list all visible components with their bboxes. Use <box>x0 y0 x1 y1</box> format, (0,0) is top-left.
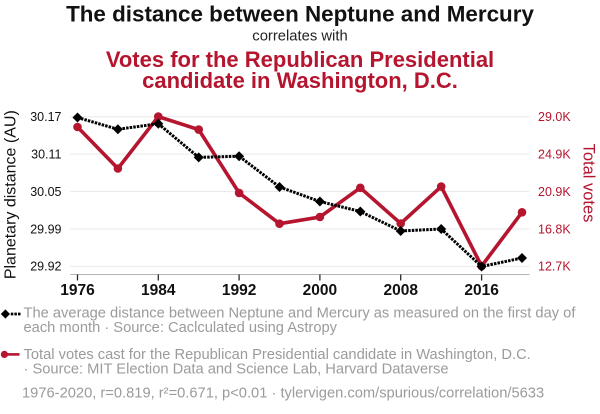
svg-text:· Source: MIT Election Data an: · Source: MIT Election Data and Science … <box>24 362 449 378</box>
svg-text:20.9K: 20.9K <box>538 185 571 199</box>
svg-text:each month · Source: Caclculat: each month · Source: Caclculated using A… <box>24 320 338 336</box>
svg-text:29.92: 29.92 <box>30 260 61 274</box>
svg-text:The distance between Neptune a: The distance between Neptune and Mercury <box>66 2 534 27</box>
svg-text:30.05: 30.05 <box>30 185 61 199</box>
svg-text:2008: 2008 <box>383 282 418 299</box>
svg-text:Total votes: Total votes <box>580 144 598 223</box>
svg-text:1992: 1992 <box>222 282 256 299</box>
svg-text:1976: 1976 <box>60 282 95 299</box>
svg-text:2016: 2016 <box>464 282 499 299</box>
svg-text:The average distance between N: The average distance between Neptune and… <box>24 306 577 322</box>
svg-text:29.99: 29.99 <box>30 222 61 236</box>
svg-text:30.17: 30.17 <box>30 110 61 124</box>
svg-text:Votes for the Republican Presi: Votes for the Republican Presidential <box>106 47 494 72</box>
svg-text:16.8K: 16.8K <box>538 222 571 236</box>
svg-text:12.7K: 12.7K <box>538 260 571 274</box>
svg-text:30.11: 30.11 <box>31 147 61 161</box>
svg-text:2000: 2000 <box>303 282 337 299</box>
svg-text:Total votes cast for the Repub: Total votes cast for the Republican Pres… <box>24 347 531 363</box>
svg-text:correlates with: correlates with <box>252 28 347 44</box>
svg-text:1984: 1984 <box>141 282 176 299</box>
svg-text:29.0K: 29.0K <box>538 110 571 124</box>
svg-text:1976-2020, r=0.819, r²=0.671,: 1976-2020, r=0.819, r²=0.671, p<0.01 · t… <box>22 386 544 402</box>
svg-text:24.9K: 24.9K <box>538 147 571 161</box>
svg-text:Planetary distance (AU): Planetary distance (AU) <box>3 110 20 279</box>
svg-text:candidate in Washington, D.C.: candidate in Washington, D.C. <box>142 68 458 93</box>
